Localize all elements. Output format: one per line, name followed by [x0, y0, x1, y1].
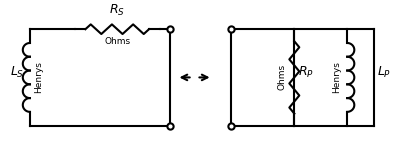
- Text: Henrys: Henrys: [34, 61, 43, 93]
- Text: Ohms: Ohms: [104, 37, 130, 46]
- Text: $L_P$: $L_P$: [377, 65, 391, 80]
- Text: Ohms: Ohms: [277, 64, 286, 91]
- Text: $R_S$: $R_S$: [109, 3, 125, 18]
- Text: $R_P$: $R_P$: [298, 65, 314, 80]
- Text: Henrys: Henrys: [332, 61, 341, 93]
- Text: $L_S$: $L_S$: [10, 65, 24, 80]
